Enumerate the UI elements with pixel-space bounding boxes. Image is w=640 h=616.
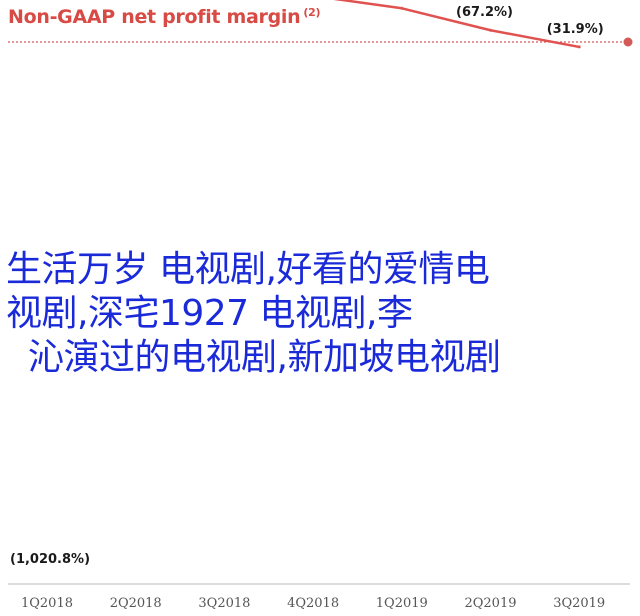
series-layer bbox=[333, 0, 581, 49]
data-point-3Q2019 bbox=[577, 45, 581, 49]
x-axis-ticks: 1Q2018 2Q2018 3Q2018 4Q2018 1Q2019 2Q2019 3Q20… bbox=[21, 596, 605, 611]
x-tick-1Q2018: 1Q2018 bbox=[21, 596, 73, 611]
data-label-1Q2018: (1,020.8%) bbox=[10, 552, 90, 567]
chart-title-text: Non-GAAP net profit margin bbox=[8, 6, 301, 28]
x-tick-2Q2018: 2Q2018 bbox=[110, 596, 162, 611]
overlay-text: 生活万岁 电视剧,好看的爱情电 视剧,深宅1927 电视剧,李 沁演过的电视剧,… bbox=[6, 248, 636, 380]
chart-title-note: (2) bbox=[303, 6, 321, 19]
data-label-2Q2019: (67.2%) bbox=[456, 5, 513, 20]
data-point-2Q2019 bbox=[489, 28, 492, 32]
x-tick-3Q2019: 3Q2019 bbox=[553, 596, 605, 611]
overlay-line-1: 生活万岁 电视剧,好看的爱情电 bbox=[6, 249, 490, 290]
chart-title: Non-GAAP net profit margin (2) bbox=[8, 6, 320, 28]
data-point-1Q2019 bbox=[400, 6, 404, 10]
x-tick-2Q2019: 2Q2019 bbox=[464, 596, 516, 611]
x-tick-4Q2018: 4Q2018 bbox=[287, 596, 339, 611]
title-rule-end-dot bbox=[623, 37, 633, 47]
data-labels-layer: (1,020.8%)(227.3%)(203.1%)(139.8%)(113.6… bbox=[10, 5, 604, 567]
data-label-3Q2019: (31.9%) bbox=[547, 22, 604, 37]
overlay-line-3: 沁演过的电视剧,新加坡电视剧 bbox=[28, 337, 501, 378]
overlay-line-2: 视剧,深宅1927 电视剧,李 bbox=[6, 293, 413, 334]
x-tick-1Q2019: 1Q2019 bbox=[376, 596, 428, 611]
series-line bbox=[333, 0, 580, 49]
x-tick-3Q2018: 3Q2018 bbox=[198, 596, 250, 611]
